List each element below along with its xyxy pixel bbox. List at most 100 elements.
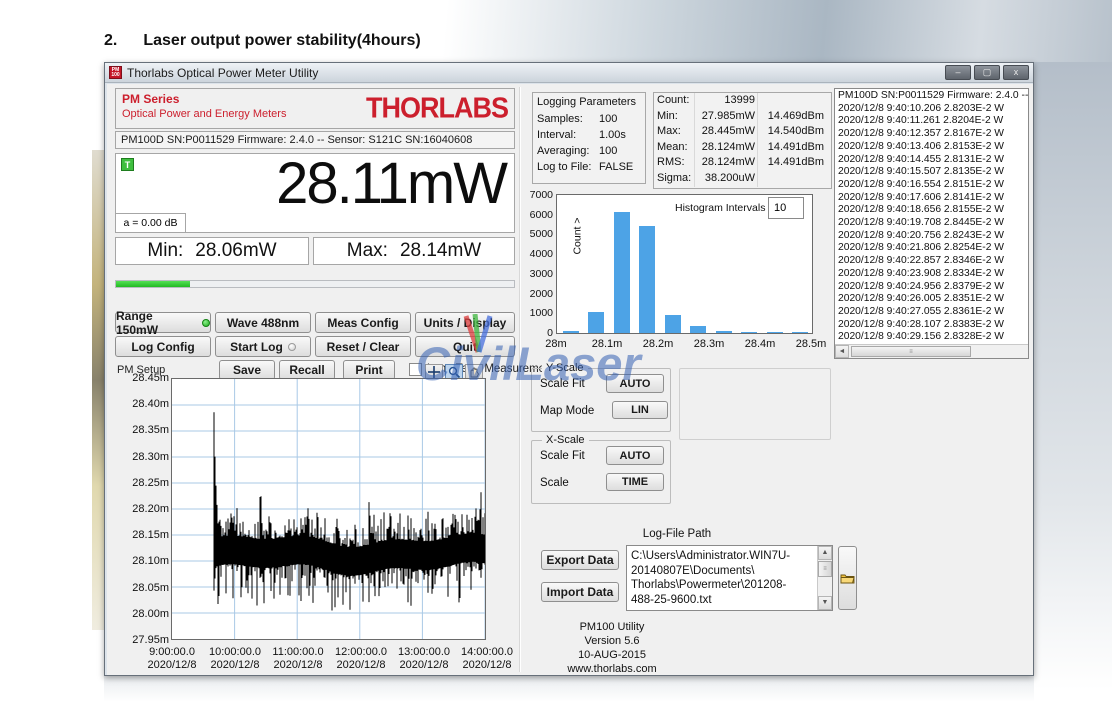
y-scale-fit-label: Scale Fit	[540, 378, 585, 390]
units-display-button[interactable]: Units / Display	[415, 312, 515, 333]
log-list-row: 2020/12/8 9:40:27.055 2.8361E-2 W	[838, 305, 1005, 317]
pm-setup-label: PM Setup	[117, 364, 166, 376]
range-led-icon	[202, 318, 210, 327]
path-line: C:\Users\Administrator.WIN7U-	[631, 550, 791, 562]
save-button[interactable]: Save	[219, 360, 275, 380]
max-label: Max:	[346, 240, 388, 261]
x-tick-date: 2020/12/8	[210, 659, 260, 671]
recall-button[interactable]: Recall	[279, 360, 335, 380]
log-list-header: PM100D SN:P0011529 Firmware: 2.4.0 --	[838, 90, 1028, 101]
power-reading-panel: T 28.11mW a = 0.00 dB	[115, 151, 515, 233]
time-label: TIME	[621, 476, 649, 488]
minimize-button[interactable]: –	[945, 65, 971, 80]
map-mode-lin-button[interactable]: LIN	[612, 401, 668, 419]
range-button[interactable]: Range 150mW	[115, 309, 211, 337]
logging-parameter-label: Interval:	[537, 129, 577, 141]
histogram-y-tick-label: 7000	[529, 189, 553, 201]
background-photo-top	[0, 0, 1112, 62]
about-line: PM100 Utility	[579, 621, 645, 633]
brand-panel: PM Series Optical Power and Energy Meter…	[115, 88, 515, 129]
title-bar[interactable]: PM 100 Thorlabs Optical Power Meter Utili…	[105, 63, 1033, 83]
path-scroll-up-icon[interactable]: ▲	[818, 546, 832, 560]
histogram-bar	[766, 331, 783, 333]
histogram-y-tick: 3000	[529, 268, 553, 280]
long-term-checkbox[interactable]	[409, 363, 422, 376]
print-button[interactable]: Print	[343, 360, 395, 380]
meas-config-button[interactable]: Meas Config	[315, 312, 411, 333]
log-list-row: 2020/12/8 9:40:19.708 2.8445E-2 W	[838, 217, 1005, 229]
logging-progress-bar	[115, 280, 515, 288]
stat-label: Min:	[657, 109, 678, 122]
path-scrollbar[interactable]: ▲ ≡ ▼	[817, 546, 832, 610]
stat-value-watt: 28.445mW	[694, 124, 757, 140]
maximize-button[interactable]: ▢	[974, 65, 1000, 80]
log-file-path-box[interactable]: C:\Users\Administrator.WIN7U- 20140807E\D…	[626, 545, 833, 611]
log-list-hscrollbar[interactable]: ◄ ≡	[835, 344, 1028, 358]
x-tick-time: 14:00:00.0	[461, 646, 513, 658]
histogram-y-tick: 5000	[529, 228, 553, 240]
x-scale-auto-button[interactable]: AUTO	[606, 446, 664, 465]
statistics-row: Sigma: 38.200uW	[654, 170, 831, 187]
log-config-button[interactable]: Log Config	[115, 336, 211, 357]
time-series-y-tick-label: 28.00m	[132, 607, 169, 620]
start-log-label: Start Log	[230, 339, 283, 354]
logging-parameter-value: 100	[599, 113, 618, 125]
x-scale-time-button[interactable]: TIME	[606, 473, 664, 491]
empty-group-box	[679, 368, 831, 440]
start-log-button[interactable]: Start Log	[215, 336, 311, 357]
stat-value-dbm: 14.491dBm	[757, 155, 827, 171]
statistics-row: Count: 13999	[654, 93, 831, 109]
recall-label: Recall	[289, 363, 325, 377]
close-button[interactable]: x	[1003, 65, 1029, 80]
logging-parameter-line: Averaging: 100	[537, 143, 641, 159]
log-list-row: 2020/12/8 9:40:17.606 2.8141E-2 W	[838, 191, 1005, 203]
time-series-y-tick-label: 28.15m	[132, 529, 169, 542]
y-scale-auto-button[interactable]: AUTO	[606, 374, 664, 393]
histogram-intervals-input[interactable]	[768, 197, 804, 219]
min-reading-box: Min: 28.06mW	[115, 237, 309, 265]
import-data-button[interactable]: Import Data	[541, 582, 619, 602]
logging-parameters-panel: Logging Parameters Samples: 100 Interval: 1…	[532, 92, 646, 184]
log-list-row: 2020/12/8 9:40:23.908 2.8334E-2 W	[838, 267, 1005, 279]
logging-parameter-label: Averaging:	[537, 145, 590, 157]
histogram-x-tick-label: 28.3m	[693, 338, 725, 350]
export-data-button[interactable]: Export Data	[541, 550, 619, 570]
y-auto-label: AUTO	[619, 377, 651, 390]
path-scroll-thumb[interactable]: ≡	[818, 561, 832, 577]
time-series-x-tick-label: 14:00:00.0 2020/12/8	[452, 646, 522, 672]
histogram-y-tick-label: 2000	[529, 287, 553, 300]
browse-folder-button[interactable]	[838, 546, 857, 610]
heading-number: 2.	[104, 32, 118, 49]
time-series-plot-area	[171, 378, 486, 640]
y-scale-title: Y-Scale	[542, 362, 588, 374]
quit-button[interactable]: Quit	[415, 336, 515, 357]
log-list-row: 2020/12/8 9:40:29.156 2.8328E-2 W	[838, 331, 1005, 343]
lin-label: LIN	[631, 404, 649, 416]
histogram-y-tick: 7000	[529, 189, 553, 201]
path-line: Thorlabs\Powermeter\201208-	[631, 579, 787, 591]
stat-value-watt: 28.124mW	[694, 155, 757, 171]
histogram-plot-area	[556, 194, 813, 334]
histogram-bar	[639, 225, 656, 333]
logging-parameter-line: Interval: 1.00s	[537, 127, 641, 143]
x-scale-group: X-Scale Scale Fit AUTO Scale TIME	[531, 434, 671, 504]
path-line: 488-25-9600.txt	[631, 593, 712, 606]
path-scroll-down-icon[interactable]: ▼	[818, 596, 832, 610]
about-line: www.thorlabs.com	[567, 663, 657, 675]
measurement-log-list[interactable]: PM100D SN:P0011529 Firmware: 2.4.0 -- 202…	[834, 88, 1029, 359]
log-scroll-left-icon[interactable]: ◄	[835, 345, 849, 358]
histogram-y-tick-label: 0	[547, 327, 553, 339]
stat-label: Max:	[657, 125, 681, 138]
histogram-y-tick-label: 4000	[529, 248, 553, 261]
logging-parameter-label: Log to File:	[537, 161, 592, 173]
log-scroll-thumb[interactable]: ≡	[851, 346, 971, 357]
x-scale-fit-label: Scale Fit	[540, 450, 585, 462]
stat-value-watt: 13999	[694, 93, 757, 109]
app-window: PM 100 Thorlabs Optical Power Meter Utili…	[104, 62, 1034, 676]
logging-parameter-line: Samples: 100	[537, 111, 641, 127]
reset-clear-button[interactable]: Reset / Clear	[315, 336, 411, 357]
histogram-intervals-label: Histogram Intervals	[675, 202, 766, 214]
pm-series-label: PM Series	[122, 92, 180, 106]
log-list-row: 2020/12/8 9:40:22.857 2.8346E-2 W	[838, 255, 1005, 267]
wave-button[interactable]: Wave 488nm	[215, 312, 311, 333]
